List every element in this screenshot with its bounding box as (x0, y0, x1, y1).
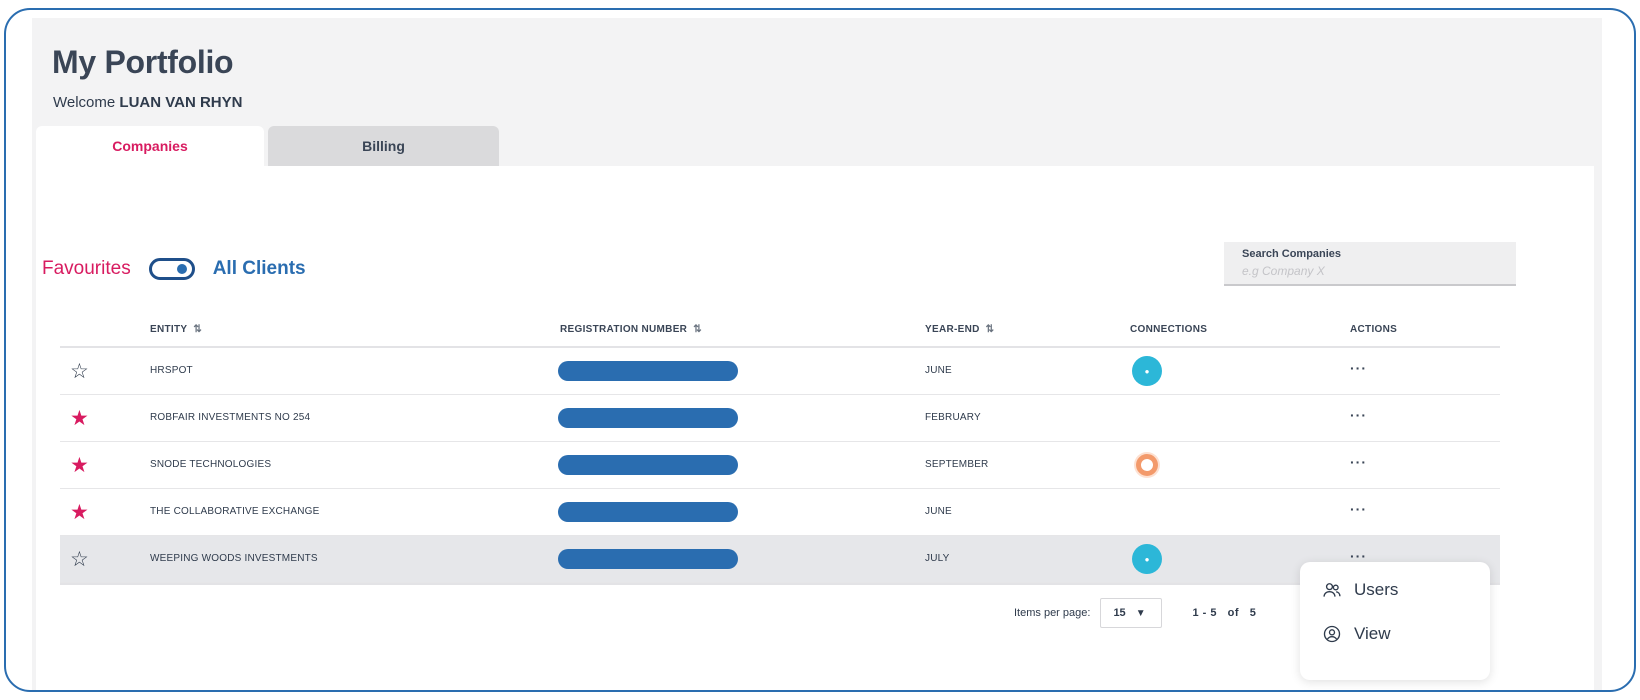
year-end: JUNE (925, 506, 952, 517)
table-row[interactable]: ★ ROBFAIR INVESTMENTS NO 254 FEBRUARY ··· (60, 395, 1500, 442)
column-entity[interactable]: ENTITY ⇅ (150, 324, 202, 335)
companies-table: ENTITY ⇅ REGISTRATION NUMBER ⇅ YEAR-END … (60, 312, 1500, 589)
search-input[interactable] (1242, 264, 1498, 278)
all-clients-label[interactable]: All Clients (212, 258, 306, 279)
sort-icon[interactable]: ⇅ (693, 324, 702, 335)
table-header: ENTITY ⇅ REGISTRATION NUMBER ⇅ YEAR-END … (60, 312, 1500, 348)
client-filter: Favourites All Clients (42, 258, 306, 280)
menu-item-view[interactable]: View (1322, 624, 1391, 644)
table-body: ☆ HRSPOT JUNE ● ··· ★ ROBFAIR INVESTMENTS NO 2… (60, 348, 1500, 583)
column-actions-label: ACTIONS (1350, 324, 1398, 335)
pagination-range: 1 - 5 of 5 (1192, 607, 1256, 619)
items-per-page-value: 15 (1113, 607, 1126, 619)
table-row[interactable]: ★ SNODE TECHNOLOGIES SEPTEMBER ··· (60, 442, 1500, 489)
connection-ring-icon[interactable] (1132, 450, 1162, 480)
pagination: Items per page: 15 ▼ 1 - 5 of 5 (1014, 598, 1256, 628)
table-row[interactable]: ☆ HRSPOT JUNE ● ··· (60, 348, 1500, 395)
menu-item-view-label: View (1354, 624, 1391, 643)
column-actions: ACTIONS (1350, 324, 1397, 335)
registration-number-redacted (558, 455, 738, 475)
favourites-toggle[interactable] (148, 258, 195, 280)
entity-name[interactable]: ROBFAIR INVESTMENTS NO 254 (150, 412, 311, 423)
entity-name[interactable]: WEEPING WOODS INVESTMENTS (150, 553, 318, 564)
toggle-knob (176, 264, 187, 274)
of-label: of (1227, 607, 1240, 619)
page-title: My Portfolio (52, 44, 234, 80)
year-end: FEBRUARY (925, 412, 981, 423)
registration-number-redacted (558, 361, 738, 381)
xero-icon[interactable]: ● (1132, 544, 1162, 574)
xero-icon[interactable]: ● (1132, 356, 1162, 386)
sort-icon[interactable]: ⇅ (985, 324, 995, 335)
entity-name[interactable]: HRSPOT (150, 365, 193, 376)
more-actions-icon[interactable]: ··· (1350, 501, 1367, 517)
column-year-end[interactable]: YEAR-END ⇅ (925, 324, 994, 335)
welcome-prefix: Welcome (53, 94, 116, 111)
entity-name[interactable]: SNODE TECHNOLOGIES (150, 459, 272, 470)
total-count: 5 (1249, 607, 1257, 619)
registration-number-redacted (558, 502, 738, 522)
user-name: LUAN VAN RHYN (119, 94, 243, 111)
chevron-down-icon: ▼ (1135, 607, 1146, 619)
registration-number-redacted (558, 408, 738, 428)
registration-number-redacted (558, 549, 738, 569)
column-registration-number-label: REGISTRATION NUMBER (560, 324, 688, 335)
app-frame: My Portfolio Welcome LUAN VAN RHYN Compa… (4, 8, 1636, 692)
column-connections-label: CONNECTIONS (1130, 324, 1208, 335)
sort-icon[interactable]: ⇅ (193, 324, 203, 335)
star-filled-icon[interactable]: ★ (70, 407, 89, 430)
more-actions-icon[interactable]: ··· (1350, 548, 1367, 564)
column-entity-label: ENTITY (150, 324, 188, 335)
menu-item-users-label: Users (1354, 580, 1399, 599)
entity-name[interactable]: THE COLLABORATIVE EXCHANGE (150, 506, 320, 517)
items-per-page-select[interactable]: 15 ▼ (1100, 598, 1163, 628)
table-footer-divider (60, 583, 1500, 589)
year-end: JULY (925, 553, 950, 564)
table-row[interactable]: ☆ WEEPING WOODS INVESTMENTS JULY ● ··· (60, 536, 1500, 583)
range-value: 1 - 5 (1192, 607, 1217, 619)
more-actions-icon[interactable]: ··· (1350, 454, 1367, 470)
favourites-label[interactable]: Favourites (42, 258, 131, 279)
table-row[interactable]: ★ THE COLLABORATIVE EXCHANGE JUNE ··· (60, 489, 1500, 536)
more-actions-icon[interactable]: ··· (1350, 360, 1367, 376)
column-connections: CONNECTIONS (1130, 324, 1207, 335)
actions-menu: Users View (1300, 562, 1490, 680)
star-outline-icon[interactable]: ☆ (70, 548, 89, 571)
items-per-page-label: Items per page: (1014, 607, 1091, 619)
tab-billing[interactable]: Billing (268, 126, 499, 166)
user-circle-icon (1323, 625, 1341, 643)
users-icon (1323, 583, 1341, 597)
search-companies: Search Companies (1224, 242, 1516, 286)
welcome-message: Welcome LUAN VAN RHYN (53, 94, 242, 111)
year-end: SEPTEMBER (925, 459, 989, 470)
search-label: Search Companies (1242, 248, 1342, 260)
ring-inner (1136, 454, 1158, 476)
column-registration-number[interactable]: REGISTRATION NUMBER ⇅ (560, 324, 702, 335)
star-outline-icon[interactable]: ☆ (70, 360, 89, 383)
more-actions-icon[interactable]: ··· (1350, 407, 1367, 423)
star-filled-icon[interactable]: ★ (70, 501, 89, 524)
year-end: JUNE (925, 365, 952, 376)
column-year-end-label: YEAR-END (925, 324, 980, 335)
menu-item-users[interactable]: Users (1322, 580, 1398, 600)
star-filled-icon[interactable]: ★ (70, 454, 89, 477)
tab-companies[interactable]: Companies (36, 126, 264, 166)
